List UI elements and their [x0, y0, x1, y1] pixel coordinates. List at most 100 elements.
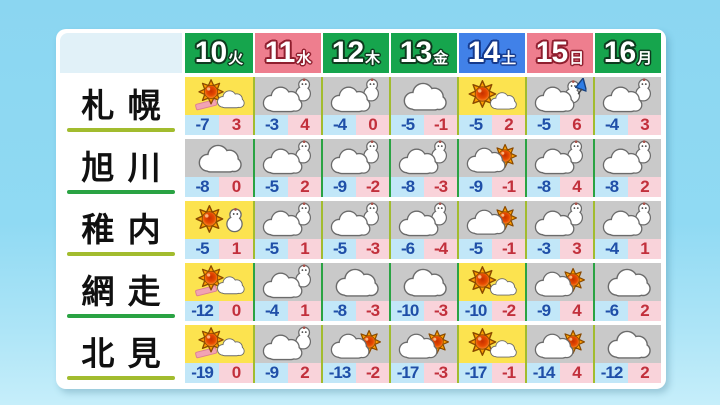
low-temp: -5	[255, 177, 288, 197]
cloud-icon	[601, 326, 655, 362]
high-temp: -1	[492, 177, 525, 197]
city-underline	[67, 314, 175, 318]
forecast-cell: -10 -2	[457, 263, 525, 321]
high-temp: -1	[492, 239, 525, 259]
forecast-row: 札幌 -7 3 -3 4 -4 0	[60, 77, 662, 135]
high-temp: -3	[424, 363, 457, 383]
city-name-cell: 旭川	[60, 139, 182, 197]
cloud-icon	[329, 264, 383, 300]
date-header-row: 10 火 11 水 12 木 13 金 14 土 15 日 16 月	[60, 33, 662, 73]
date-number: 15	[535, 36, 568, 69]
cloud-snowman-icon	[329, 140, 383, 176]
high-temp: 2	[628, 363, 661, 383]
forecast-cell: -9 -1	[457, 139, 525, 197]
weekday-label: 火	[228, 49, 244, 67]
high-temp: -4	[424, 239, 457, 259]
cloud-snowman-icon	[397, 140, 451, 176]
weather-icon-area	[527, 139, 593, 177]
high-temp: 3	[219, 115, 253, 135]
low-temp: -5	[323, 239, 356, 259]
weather-icon-area	[185, 77, 253, 115]
forecast-cell: -9 -2	[321, 139, 389, 197]
low-temp: -8	[527, 177, 560, 197]
weather-icon-area	[323, 201, 389, 239]
low-temp: -10	[391, 301, 424, 321]
forecast-cell: -10 -3	[389, 263, 457, 321]
temperature-strip: -12 2	[595, 363, 661, 383]
temperature-strip: -5 1	[185, 239, 253, 259]
date-header-cell: 10 火	[185, 33, 253, 73]
high-temp: 6	[560, 115, 593, 135]
date-number: 16	[603, 36, 636, 69]
temperature-strip: -6 2	[595, 301, 661, 321]
high-temp: 4	[560, 301, 593, 321]
city-underline	[67, 376, 175, 380]
low-temp: -9	[323, 177, 356, 197]
city-name-cell: 北見	[60, 325, 182, 383]
forecast-cell: -4 0	[321, 77, 389, 135]
low-temp: -4	[595, 115, 628, 135]
forecast-row: 旭川 -8 0 -5 2 -9 -2	[60, 139, 662, 197]
weekday-label: 水	[296, 49, 312, 67]
high-temp: -3	[356, 301, 389, 321]
forecast-cell: -9 4	[525, 263, 593, 321]
temperature-strip: -4 3	[595, 115, 661, 135]
forecast-cell: -7 3	[185, 77, 253, 135]
high-temp: 1	[288, 239, 321, 259]
cloud-snowman-icon	[329, 78, 383, 114]
city-name: 北見	[81, 335, 161, 372]
temperature-strip: -17 -1	[459, 363, 525, 383]
temperature-strip: -9 2	[255, 363, 321, 383]
cloud-sun-icon	[533, 264, 587, 300]
date-number: 11	[264, 36, 296, 69]
temperature-strip: -9 -1	[459, 177, 525, 197]
forecast-cell: -17 -3	[389, 325, 457, 383]
high-temp: -3	[424, 177, 457, 197]
weather-icon-area	[323, 263, 389, 301]
city-underline	[67, 252, 175, 256]
forecast-cell: -6 2	[593, 263, 661, 321]
weekday-label: 木	[365, 49, 381, 67]
forecast-cell: -12 2	[593, 325, 661, 383]
date-number: 12	[331, 36, 364, 69]
weather-icon-area	[323, 325, 389, 363]
city-name-cell: 稚内	[60, 201, 182, 259]
temperature-strip: -3 3	[527, 239, 593, 259]
weather-icon-area	[527, 201, 593, 239]
forecast-cell: -4 3	[593, 77, 661, 135]
temperature-strip: -4 1	[255, 301, 321, 321]
cloud-snowman-icon	[533, 140, 587, 176]
cloud-snowman-icon	[261, 78, 315, 114]
low-temp: -17	[391, 363, 424, 383]
high-temp: -1	[424, 115, 457, 135]
high-temp: 3	[628, 115, 661, 135]
forecast-cell: -5 2	[253, 139, 321, 197]
low-temp: -19	[185, 363, 219, 383]
forecast-cell: -4 1	[593, 201, 661, 259]
weather-icon-area	[595, 77, 661, 115]
temperature-strip: -8 -3	[323, 301, 389, 321]
temperature-strip: -5 2	[459, 115, 525, 135]
temperature-strip: -19 0	[185, 363, 253, 383]
low-temp: -4	[323, 115, 356, 135]
forecast-row: 網走 -12 0 -4 1 -8 -3	[60, 263, 662, 321]
low-temp: -5	[459, 239, 492, 259]
weather-icon-area	[595, 325, 661, 363]
temperature-strip: -14 4	[527, 363, 593, 383]
weather-icon-area	[185, 325, 253, 363]
temperature-strip: -3 4	[255, 115, 321, 135]
weather-icon-area	[459, 201, 525, 239]
low-temp: -8	[323, 301, 356, 321]
high-temp: 0	[219, 177, 253, 197]
high-temp: 1	[219, 239, 253, 259]
low-temp: -9	[459, 177, 492, 197]
weather-icon-area	[459, 77, 525, 115]
high-temp: -1	[492, 363, 525, 383]
forecast-row: 稚内 -5 1 -5 1 -5 -3	[60, 201, 662, 259]
temperature-strip: -8 4	[527, 177, 593, 197]
high-temp: 2	[628, 301, 661, 321]
forecast-cell: -5 2	[457, 77, 525, 135]
date-number: 13	[399, 36, 432, 69]
sun-cloud-icon	[465, 78, 519, 114]
